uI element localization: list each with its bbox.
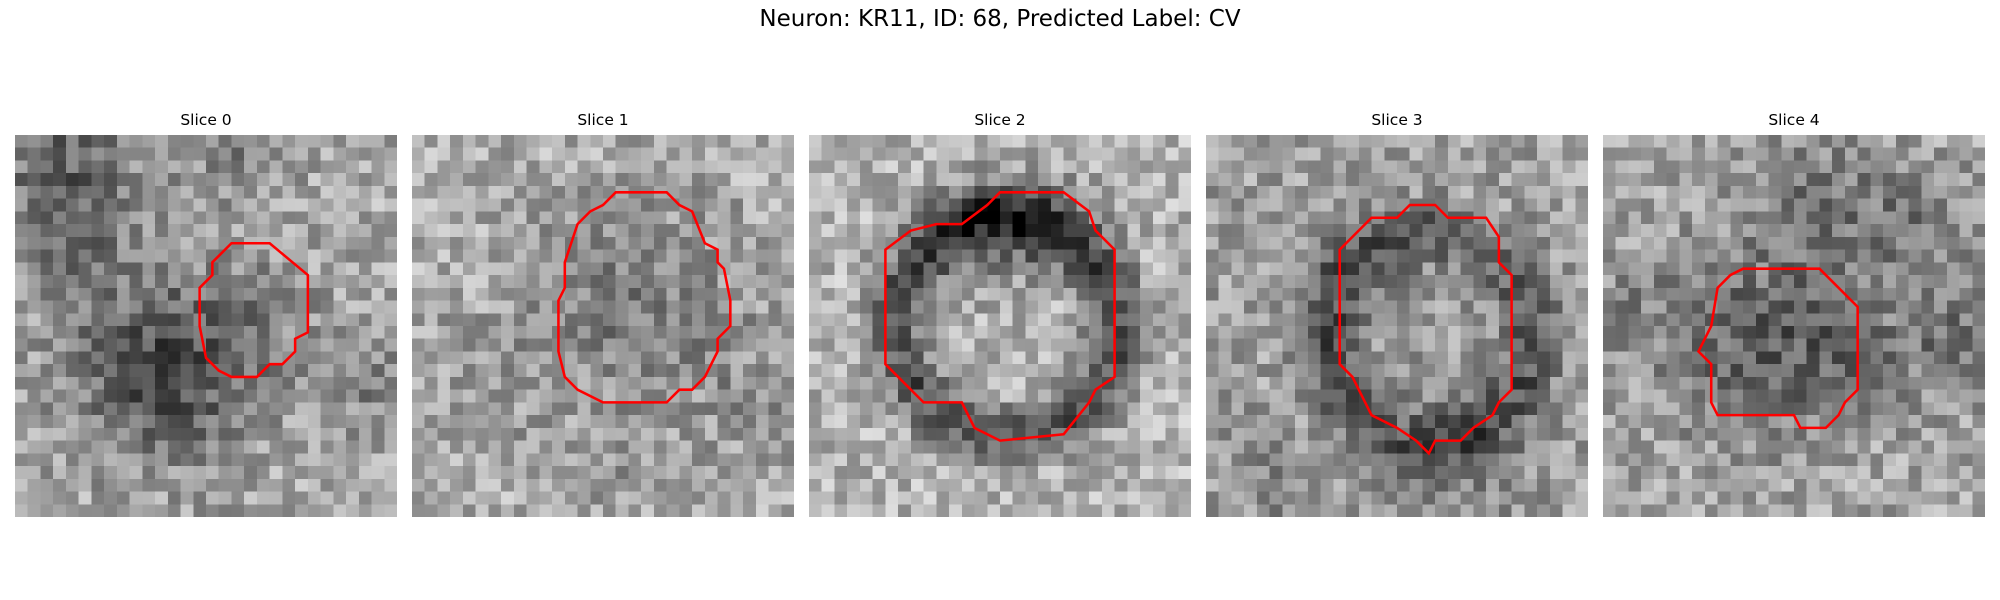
- slice-title: Slice 0: [180, 111, 232, 129]
- grayscale-image: [15, 135, 397, 517]
- grayscale-image: [1206, 135, 1588, 517]
- slice-title: Slice 4: [1768, 111, 1820, 129]
- roi-contour-overlay: [1696, 267, 1859, 430]
- roi-contour: [198, 241, 310, 379]
- slice-panel-3: Slice 3: [1206, 108, 1588, 517]
- slice-title: Slice 2: [974, 111, 1026, 129]
- slice-panel-4: Slice 4: [1603, 108, 1985, 517]
- roi-contour-overlay: [198, 241, 310, 379]
- slice-title: Slice 3: [1371, 111, 1423, 129]
- roi-contour: [1696, 267, 1859, 430]
- roi-contour: [884, 191, 1116, 442]
- roi-contour-overlay: [884, 191, 1116, 442]
- figure-title: Neuron: KR11, ID: 68, Predicted Label: C…: [759, 6, 1241, 32]
- roi-contour-overlay: [1338, 203, 1513, 456]
- slice-panel-2: Slice 2: [809, 108, 1191, 517]
- grayscale-image: [1603, 135, 1985, 517]
- grayscale-image: [809, 135, 1191, 517]
- roi-contour: [557, 191, 732, 404]
- slice-panel-1: Slice 1: [412, 108, 794, 517]
- slice-title: Slice 1: [577, 111, 629, 129]
- roi-contour-overlay: [557, 191, 732, 404]
- roi-contour: [1338, 203, 1513, 456]
- slice-panel-0: Slice 0: [15, 108, 397, 517]
